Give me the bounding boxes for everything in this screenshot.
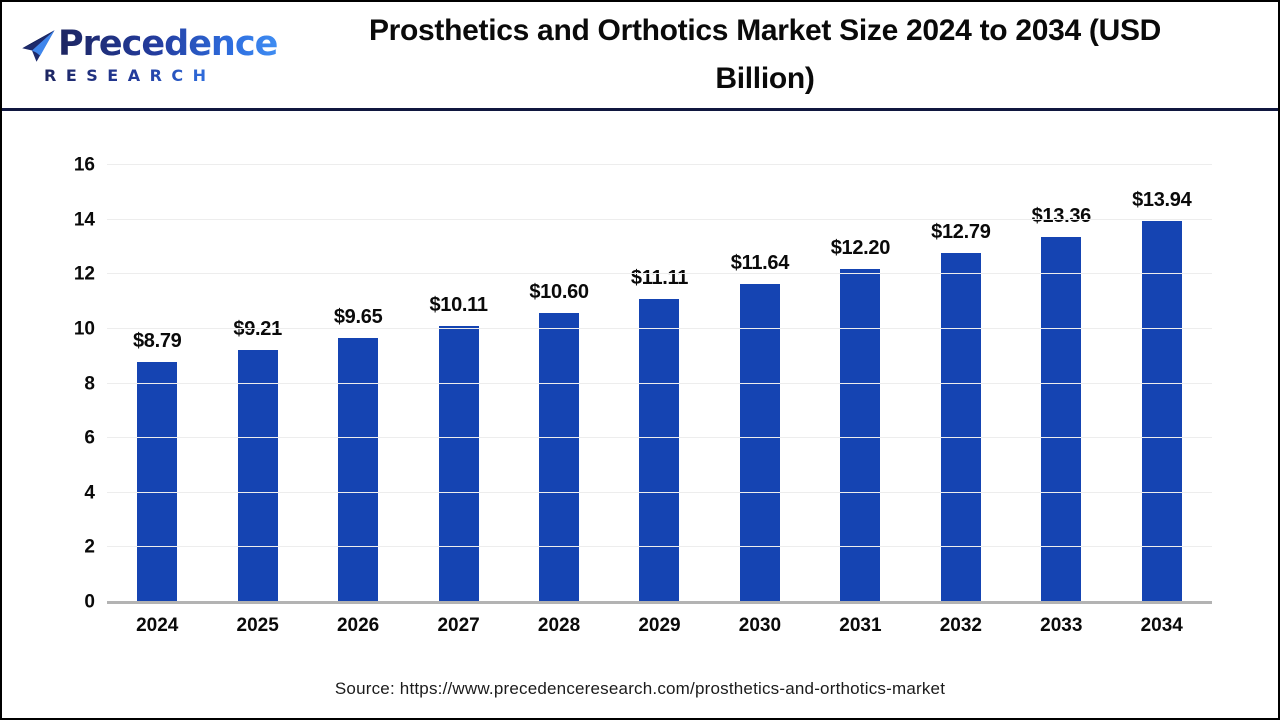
bar-column: $13.36 <box>1011 165 1111 602</box>
gridline <box>107 546 1212 548</box>
source-citation: Source: https://www.precedenceresearch.c… <box>334 679 946 698</box>
x-tick-label: 2028 <box>537 615 581 636</box>
bar-value-label: $11.64 <box>730 252 790 275</box>
y-tick-label: 0 <box>84 591 95 613</box>
bar <box>438 325 479 602</box>
gridline <box>107 218 1212 220</box>
x-tick-label: 2032 <box>939 615 982 636</box>
bar <box>739 284 780 602</box>
x-tick-label: 2031 <box>839 615 882 636</box>
x-tick-label: 2024 <box>136 615 179 636</box>
bar-series: $8.79 $9.21 $9.65 $10.11 $10.60 $11.11 $11.64 $… <box>107 165 1212 602</box>
bar-column: $8.79 <box>107 165 207 602</box>
x-tick-label: 2026 <box>336 615 380 636</box>
x-axis-baseline <box>107 601 1212 604</box>
gridline <box>107 164 1212 165</box>
y-tick-label: 14 <box>73 209 95 231</box>
bar-column: $10.60 <box>509 165 609 602</box>
x-tick-label: 2029 <box>638 615 681 636</box>
y-tick-label: 10 <box>73 318 95 340</box>
bar-column: $13.94 <box>1112 165 1212 602</box>
bar-column: $9.21 <box>207 165 307 602</box>
bar-value-label: $9.65 <box>333 306 383 329</box>
bar-value-label: $12.20 <box>830 236 891 259</box>
bar-column: $11.11 <box>609 165 709 602</box>
paper-plane-icon <box>22 29 55 62</box>
x-tick-label: 2033 <box>1040 615 1083 636</box>
x-tick-label: 2025 <box>236 615 279 636</box>
x-tick-label: 2027 <box>437 615 480 636</box>
bar-column: $11.64 <box>710 165 810 602</box>
bar-column: $12.20 <box>810 165 910 602</box>
chart-title: Prosthetics and Orthotics Market Size 20… <box>252 7 1278 103</box>
gridline <box>107 382 1212 384</box>
logo-wordmark: Precedence <box>58 23 278 64</box>
precedence-research-logo: Precedence RESEARCH <box>2 26 278 85</box>
gridline <box>107 437 1212 439</box>
bar-column: $10.11 <box>408 165 508 602</box>
bar-value-label: $11.11 <box>630 266 689 289</box>
bar <box>1141 221 1182 602</box>
bar <box>840 268 881 602</box>
bar <box>137 361 178 602</box>
y-tick-label: 12 <box>73 263 95 285</box>
header-divider-line <box>2 108 1278 111</box>
x-axis-category-labels: 2024 2025 2026 2027 2028 2029 2030 2031 2032 2033… <box>107 615 1212 637</box>
bar <box>237 350 278 602</box>
header: Precedence RESEARCH Prosthetics and Orth… <box>2 2 1278 108</box>
y-tick-label: 6 <box>84 427 95 449</box>
logo-subtitle: RESEARCH <box>44 66 252 85</box>
chart-title-text: Prosthetics and Orthotics Market Size 20… <box>368 14 1162 95</box>
gridline <box>107 491 1212 493</box>
y-tick-label: 8 <box>84 373 95 394</box>
y-tick-label: 4 <box>84 482 95 504</box>
bar-value-label: $9.21 <box>233 318 282 341</box>
x-tick-label: 2030 <box>738 615 782 636</box>
bar <box>940 252 981 602</box>
x-tick-label: 2034 <box>1140 615 1183 636</box>
bar-value-label: $13.94 <box>1132 189 1192 212</box>
gridline <box>107 273 1212 275</box>
y-tick-label: 16 <box>73 154 95 176</box>
bar <box>639 298 680 602</box>
gridline <box>107 327 1212 329</box>
bar-value-label: $12.79 <box>931 220 991 243</box>
bar-value-label: $10.11 <box>429 293 488 316</box>
bar <box>1041 237 1082 602</box>
bar-column: $9.65 <box>308 165 408 602</box>
bar-column: $12.79 <box>911 165 1011 602</box>
bar-value-label: $13.36 <box>1031 205 1092 228</box>
y-tick-label: 2 <box>84 536 95 558</box>
y-axis-tick-labels: 0 2 4 6 8 10 12 14 16 <box>40 156 95 612</box>
bar-value-label: $8.79 <box>132 329 182 352</box>
logo-row: Precedence <box>20 26 278 64</box>
bar <box>338 338 379 602</box>
bar-value-label: $10.60 <box>529 280 589 303</box>
bar <box>539 312 580 602</box>
plot-area: $8.79 $9.21 $9.65 $10.11 $10.60 $11.11 $11.64 $… <box>107 164 1212 604</box>
